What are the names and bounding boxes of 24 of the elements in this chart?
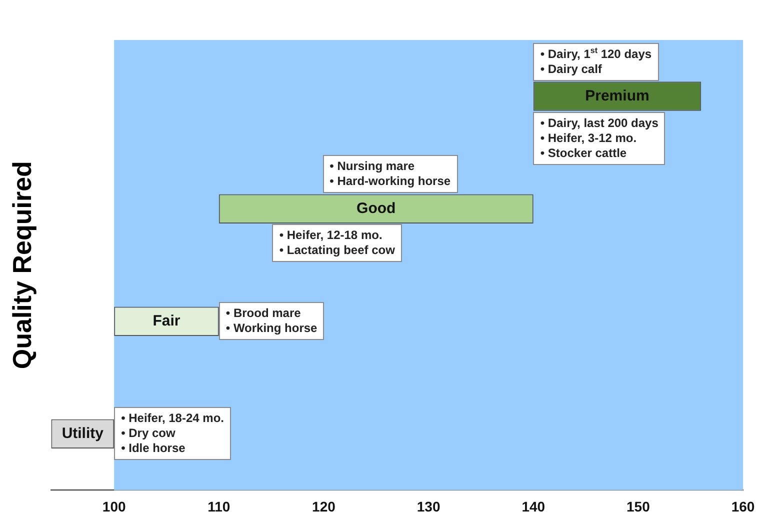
note-box: • Heifer, 18-24 mo. • Dry cow • Idle horse [114, 407, 231, 460]
annotation: • Dairy, 1$^{st}$ 120 days • Dairy calf [540, 46, 652, 77]
note-box: • Brood mare • Working horse [218, 302, 324, 340]
x-tick-label: 100 [102, 498, 126, 514]
x-tick-label: 160 [731, 498, 755, 514]
y-tick-label: Good [356, 200, 396, 217]
y-axis-title: Quality Required [6, 161, 37, 370]
note-box: • Dairy, last 200 days • Heifer, 3-12 mo. • Stocker cattle [533, 112, 666, 165]
note-box: • Dairy, 1$^{st}$ 120 days • Dairy calf [533, 42, 659, 81]
x-tick-label: 150 [626, 498, 650, 514]
annotation: • Heifer, 12-18 mo. • Lactating beef cow [279, 228, 395, 258]
x-tick-label: 130 [416, 498, 440, 514]
y-tick-label: Fair [152, 312, 180, 330]
x-tick-label: 120 [312, 498, 336, 514]
annotation: • Heifer, 18-24 mo. • Dry cow • Idle horse [121, 411, 224, 456]
y-tick-label: Premium [585, 87, 650, 104]
x-tick-label: 110 [208, 498, 230, 514]
note-box: • Nursing mare • Hard-working horse [322, 155, 458, 194]
note-box: • Heifer, 12-18 mo. • Lactating beef cow [272, 224, 402, 262]
annotation: • Nursing mare • Hard-working horse [330, 159, 451, 190]
x-tick-label: 140 [522, 498, 546, 514]
y-tick-label: Utility [62, 425, 104, 442]
annotation: • Dairy, last 200 days • Heifer, 3-12 mo. • Stocker cattle [540, 116, 658, 161]
annotation: • Brood mare • Working horse [226, 306, 318, 336]
